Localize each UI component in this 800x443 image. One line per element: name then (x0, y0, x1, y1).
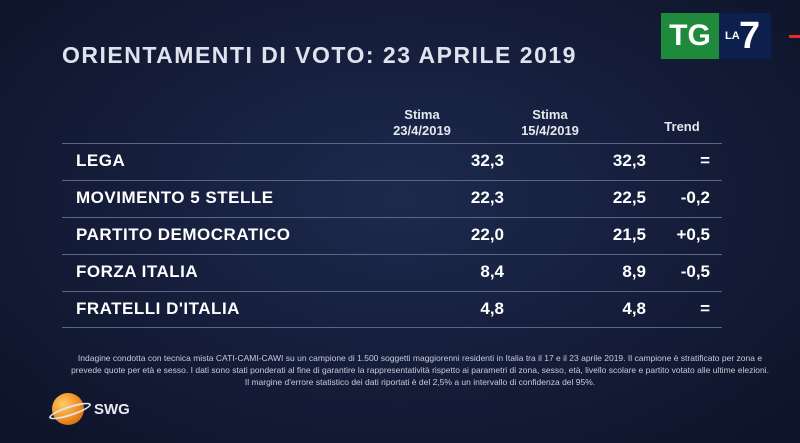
column-header-label: Trend (664, 119, 700, 134)
trend-value: = (700, 151, 710, 170)
column-header-label: Stima (404, 107, 440, 122)
column-header-label: Stima (532, 107, 568, 122)
tg-logo-text: TG (661, 13, 719, 59)
table-row: FORZA ITALIA 8,4 8,9 -0,5 (62, 254, 722, 289)
table-bottom-divider (62, 327, 722, 328)
page-title: ORIENTAMENTI DI VOTO: 23 APRILE 2019 (62, 42, 577, 68)
estimate-current: 8,4 (480, 262, 504, 281)
estimate-previous: 4,8 (622, 299, 646, 318)
estimate-current: 22,3 (470, 188, 504, 207)
table-row: FRATELLI D'ITALIA 4,8 4,8 = (62, 291, 722, 326)
column-header-date: 23/4/2019 (393, 123, 451, 138)
estimate-previous: 32,3 (612, 151, 646, 170)
methodology-note: Indagine condotta con tecnica mista CATI… (71, 353, 769, 387)
party-name: FORZA ITALIA (76, 262, 199, 281)
estimate-current: 22,0 (470, 225, 504, 244)
la7-seven-text: 7 (739, 15, 761, 57)
party-name: PARTITO DEMOCRATICO (76, 225, 291, 244)
swg-globe-icon (52, 393, 84, 425)
table-row: PARTITO DEMOCRATICO 22,0 21,5 +0,5 (62, 217, 722, 252)
party-name: MOVIMENTO 5 STELLE (76, 188, 274, 207)
trend-value: -0,5 (680, 262, 710, 281)
party-name: FRATELLI D'ITALIA (76, 299, 240, 318)
tg-la7-logo: TG LA 7 (661, 13, 800, 59)
swg-logo: SWG (52, 393, 162, 433)
la7-logo: LA 7 (719, 13, 800, 59)
estimate-previous: 21,5 (612, 225, 646, 244)
la7-la-text: LA (725, 30, 740, 42)
estimate-previous: 8,9 (622, 262, 646, 281)
column-header-stima-2304: Stima 23/4/2019 (372, 107, 472, 139)
la7-red-bar (789, 35, 800, 38)
trend-value: = (700, 299, 710, 318)
column-header-stima-1504: Stima 15/4/2019 (500, 107, 600, 139)
estimate-current: 4,8 (480, 299, 504, 318)
trend-value: -0,2 (680, 188, 710, 207)
trend-value: +0,5 (676, 225, 710, 244)
table-row: LEGA 32,3 32,3 = (62, 143, 722, 178)
party-name: LEGA (76, 151, 126, 170)
column-header-date: 15/4/2019 (521, 123, 579, 138)
column-header-trend: Trend (652, 119, 712, 135)
estimate-previous: 22,5 (612, 188, 646, 207)
estimate-current: 32,3 (470, 151, 504, 170)
swg-logo-text: SWG (94, 401, 130, 418)
table-row: MOVIMENTO 5 STELLE 22,3 22,5 -0,2 (62, 180, 722, 215)
